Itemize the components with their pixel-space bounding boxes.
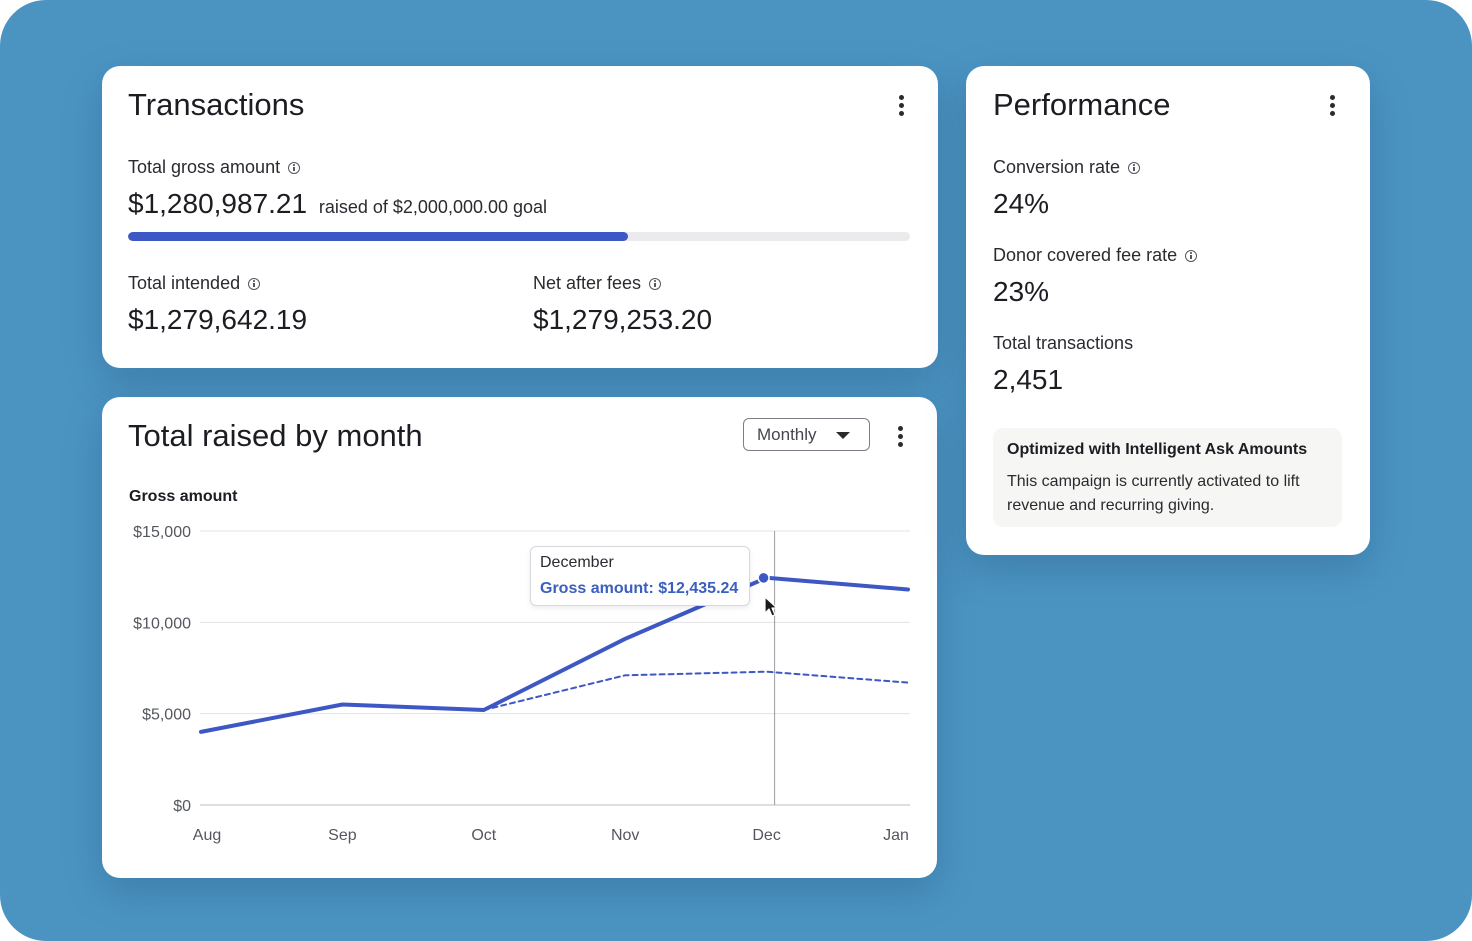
period-select-value: Monthly (757, 424, 817, 444)
transactions-menu-icon[interactable] (891, 91, 911, 119)
total-gross-amount-label-text: Total gross amount (128, 157, 281, 177)
goal-progress-bar (128, 232, 910, 241)
total-transactions-label-text: Total transactions (993, 333, 1134, 353)
info-icon[interactable] (288, 161, 301, 174)
net-after-fees-label-text: Net after fees (533, 273, 642, 293)
total-intended-label-text: Total intended (128, 273, 241, 293)
notice-title: Optimized with Intelligent Ask Amounts (1007, 441, 1308, 458)
x-tick-label: Nov (611, 827, 639, 844)
net-after-fees-value: $1,279,253.20 (533, 304, 713, 335)
x-tick-label: Aug (193, 827, 221, 844)
y-tick-label: $15,000 (133, 524, 191, 541)
donor-fee-rate-label-text: Donor covered fee rate (993, 245, 1178, 265)
y-tick-label: $10,000 (133, 615, 191, 632)
x-tick-label: Sep (328, 827, 357, 844)
notice-text: This campaign is currently activated to … (1007, 473, 1300, 514)
transactions-title: Transactions (128, 87, 305, 122)
total-transactions-label: Total transactions (993, 333, 1133, 354)
performance-title: Performance (993, 87, 1171, 122)
total-intended-label: Total intended (128, 273, 261, 294)
monthly-chart-title: Total raised by month (128, 418, 423, 453)
dashed-series-line (482, 670, 909, 711)
net-after-fees-label: Net after fees (533, 273, 662, 294)
mouse-pointer-icon (764, 596, 778, 617)
x-tick-label: Jan (883, 827, 909, 844)
total-gross-amount-label: Total gross amount (128, 157, 301, 178)
monthly-chart-menu-icon[interactable] (890, 422, 910, 450)
x-tick-label: Dec (752, 827, 780, 844)
chart-series-label: Gross amount (129, 488, 238, 505)
donor-fee-rate-label: Donor covered fee rate (993, 245, 1198, 266)
info-icon[interactable] (1128, 161, 1141, 174)
conversion-rate-label: Conversion rate (993, 157, 1141, 178)
highlight-point (757, 571, 770, 585)
caret-down-icon (836, 432, 850, 439)
solid-series-line (199, 575, 910, 734)
total-gross-amount-number: $1,280,987.21 (128, 188, 308, 219)
goal-progress-fill (128, 232, 629, 241)
performance-menu-icon[interactable] (1322, 91, 1342, 119)
transactions-card: Transactions Total gross amount $1,280,9… (102, 66, 938, 368)
total-gross-amount-value: $1,280,987.21 raised of $2,000,000.00 go… (128, 188, 547, 220)
intelligent-ask-notice: Optimized with Intelligent Ask Amounts T… (993, 428, 1342, 527)
performance-card: Performance Conversion rate 24% Donor co… (966, 66, 1370, 555)
total-intended-value: $1,279,642.19 (128, 304, 308, 335)
y-tick-label: $0 (173, 798, 191, 815)
info-icon[interactable] (1185, 249, 1198, 262)
goal-text: raised of $2,000,000.00 goal (318, 197, 548, 217)
donor-fee-rate-value: 23% (993, 276, 1050, 307)
conversion-rate-value: 24% (993, 188, 1050, 219)
x-tick-label: Oct (471, 827, 496, 844)
y-tick-label: $5,000 (142, 707, 191, 724)
info-icon[interactable] (649, 277, 662, 290)
monthly-chart-card: Total raised by month Monthly Gross amou… (102, 397, 937, 878)
chart-tooltip: December Gross amount: $12,435.24 (530, 546, 750, 606)
total-transactions-value: 2,451 (993, 364, 1064, 395)
info-icon[interactable] (248, 277, 261, 290)
line-chart: $0 $5,000 $10,000 $15,000 Aug Sep Oct Nov Dec Jan (133, 524, 910, 844)
conversion-rate-label-text: Conversion rate (993, 157, 1121, 177)
tooltip-month: December (540, 554, 614, 571)
tooltip-value: Gross amount: $12,435.24 (540, 580, 739, 597)
period-select[interactable]: Monthly (743, 418, 870, 451)
